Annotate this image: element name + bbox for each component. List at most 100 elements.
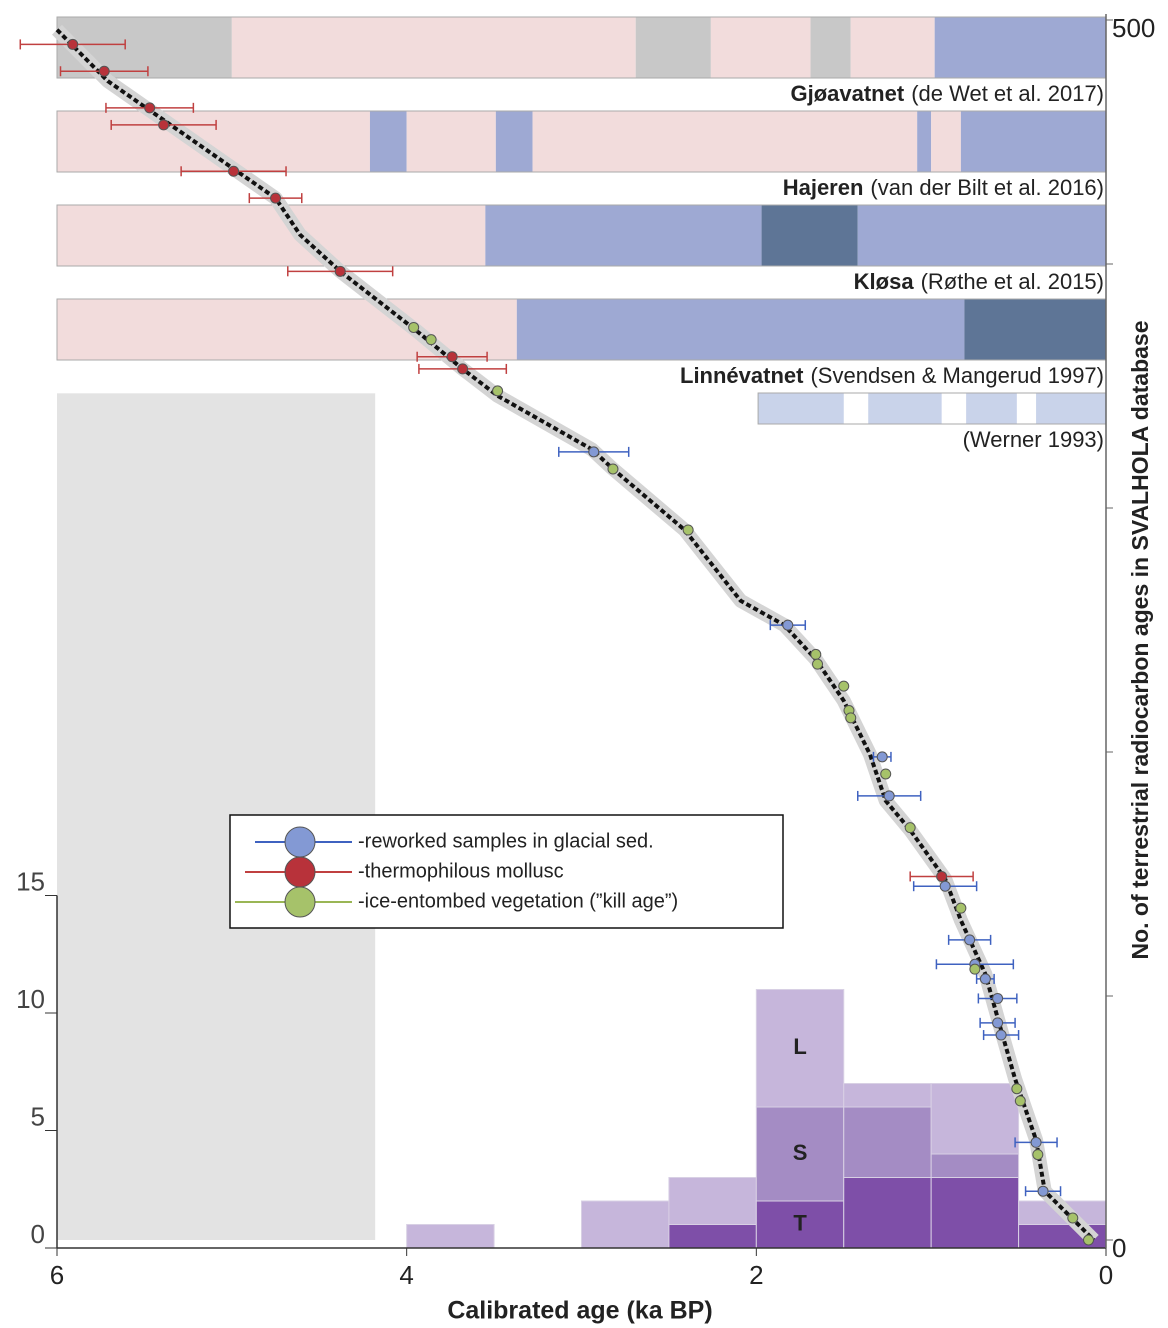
record-label: (Werner 1993) — [963, 427, 1104, 452]
sample-point — [408, 321, 420, 333]
record-segment — [710, 17, 811, 78]
histogram-bar — [843, 1177, 932, 1249]
record-label: Linnévatnet (Svendsen & Mangerud 1997) — [680, 363, 1104, 388]
y2-tick-label: 0 — [1112, 1233, 1126, 1263]
histogram-bar — [930, 1177, 1020, 1249]
histogram-bar — [755, 1106, 845, 1202]
record-segment — [934, 17, 1106, 78]
sample-point — [845, 712, 857, 724]
histogram-bar — [668, 1224, 757, 1249]
record-segment — [495, 111, 533, 172]
record-segment — [532, 111, 918, 172]
sample-point — [964, 934, 976, 946]
record-segment — [761, 205, 858, 266]
legend-marker — [284, 886, 316, 918]
record-segment — [964, 299, 1106, 360]
record-label: Gjøavatnet (de Wet et al. 2017) — [790, 81, 1104, 106]
cumulative-line — [55, 28, 1096, 1242]
y-tick-label: 0 — [31, 1219, 45, 1249]
sample-point — [1032, 1149, 1044, 1161]
record-segment — [810, 17, 851, 78]
y-tick-label: 5 — [31, 1101, 45, 1131]
sample-point — [492, 385, 504, 397]
record-citation: (Røthe et al. 2015) — [921, 269, 1104, 294]
record-segment — [868, 393, 942, 424]
series-label: S — [793, 1140, 808, 1165]
histogram-bar — [843, 1106, 932, 1178]
histogram-bar — [581, 1200, 670, 1249]
sample-point — [67, 38, 79, 50]
sample-point — [876, 751, 888, 763]
sample-point — [144, 102, 156, 114]
sample-point — [607, 463, 619, 475]
sample-point — [1011, 1083, 1023, 1095]
sample-point — [838, 680, 850, 692]
sample-point — [812, 658, 824, 670]
record-name: Hajeren — [783, 175, 864, 200]
sample-point — [457, 363, 469, 375]
sample-point — [1030, 1136, 1042, 1148]
x-tick-label: 2 — [749, 1260, 763, 1290]
series-label: L — [793, 1034, 806, 1059]
sample-point — [969, 963, 981, 975]
record-segment — [966, 393, 1017, 424]
record-segment — [516, 299, 965, 360]
record-segment — [1036, 393, 1106, 424]
sample-point — [1037, 1185, 1049, 1197]
x-tick-label: 4 — [399, 1260, 413, 1290]
record-citation: (van der Bilt et al. 2016) — [870, 175, 1104, 200]
histogram-bar — [755, 989, 845, 1108]
sample-point — [682, 524, 694, 536]
histogram-bar — [930, 1153, 1020, 1178]
sample-point — [588, 446, 600, 458]
sample-point — [936, 870, 948, 882]
sample-point — [939, 880, 951, 892]
sample-point — [782, 619, 794, 631]
sample-point — [1083, 1234, 1095, 1246]
sample-point — [904, 822, 916, 834]
histogram-bar — [668, 1177, 757, 1225]
histogram-bar — [406, 1224, 495, 1249]
sample-point — [995, 1029, 1007, 1041]
y-tick-label: 10 — [16, 984, 45, 1014]
sample-point — [955, 902, 967, 914]
y-tick-label: 15 — [16, 866, 45, 896]
sample-point — [883, 790, 895, 802]
legend-label: -ice-entombed vegetation (”kill age”) — [358, 890, 678, 912]
sample-point — [98, 65, 110, 77]
legend-label: -reworked samples in glacial sed. — [358, 830, 654, 852]
sample-point — [425, 334, 437, 346]
record-segment — [850, 17, 935, 78]
legend-marker — [284, 856, 316, 888]
record-segment — [857, 205, 1106, 266]
record-name: Gjøavatnet — [790, 81, 904, 106]
record-label: Kløsa (Røthe et al. 2015) — [854, 269, 1104, 294]
sample-point — [992, 992, 1004, 1004]
sample-point — [334, 265, 346, 277]
legend-marker — [284, 826, 316, 858]
y2-tick-label: 500 — [1112, 13, 1155, 43]
record-segment — [635, 17, 711, 78]
x-tick-label: 0 — [1099, 1260, 1113, 1290]
sample-point — [270, 192, 282, 204]
record-segment — [369, 111, 407, 172]
record-citation: (de Wet et al. 2017) — [911, 81, 1104, 106]
sample-point — [880, 768, 892, 780]
sample-point — [228, 165, 240, 177]
record-segment — [485, 205, 762, 266]
x-tick-label: 6 — [50, 1260, 64, 1290]
record-segment — [758, 393, 844, 424]
record-segment — [231, 17, 636, 78]
record-citation: (Svendsen & Mangerud 1997) — [810, 363, 1104, 388]
sample-point — [992, 1017, 1004, 1029]
record-segment — [960, 111, 1106, 172]
record-segment — [406, 111, 496, 172]
legend-label: -thermophilous mollusc — [358, 860, 564, 882]
sample-point — [446, 351, 458, 363]
record-segment — [57, 205, 486, 266]
record-name: Kløsa — [854, 269, 915, 294]
record-label: Hajeren (van der Bilt et al. 2016) — [783, 175, 1104, 200]
record-segment — [917, 111, 932, 172]
sample-point — [979, 973, 991, 985]
